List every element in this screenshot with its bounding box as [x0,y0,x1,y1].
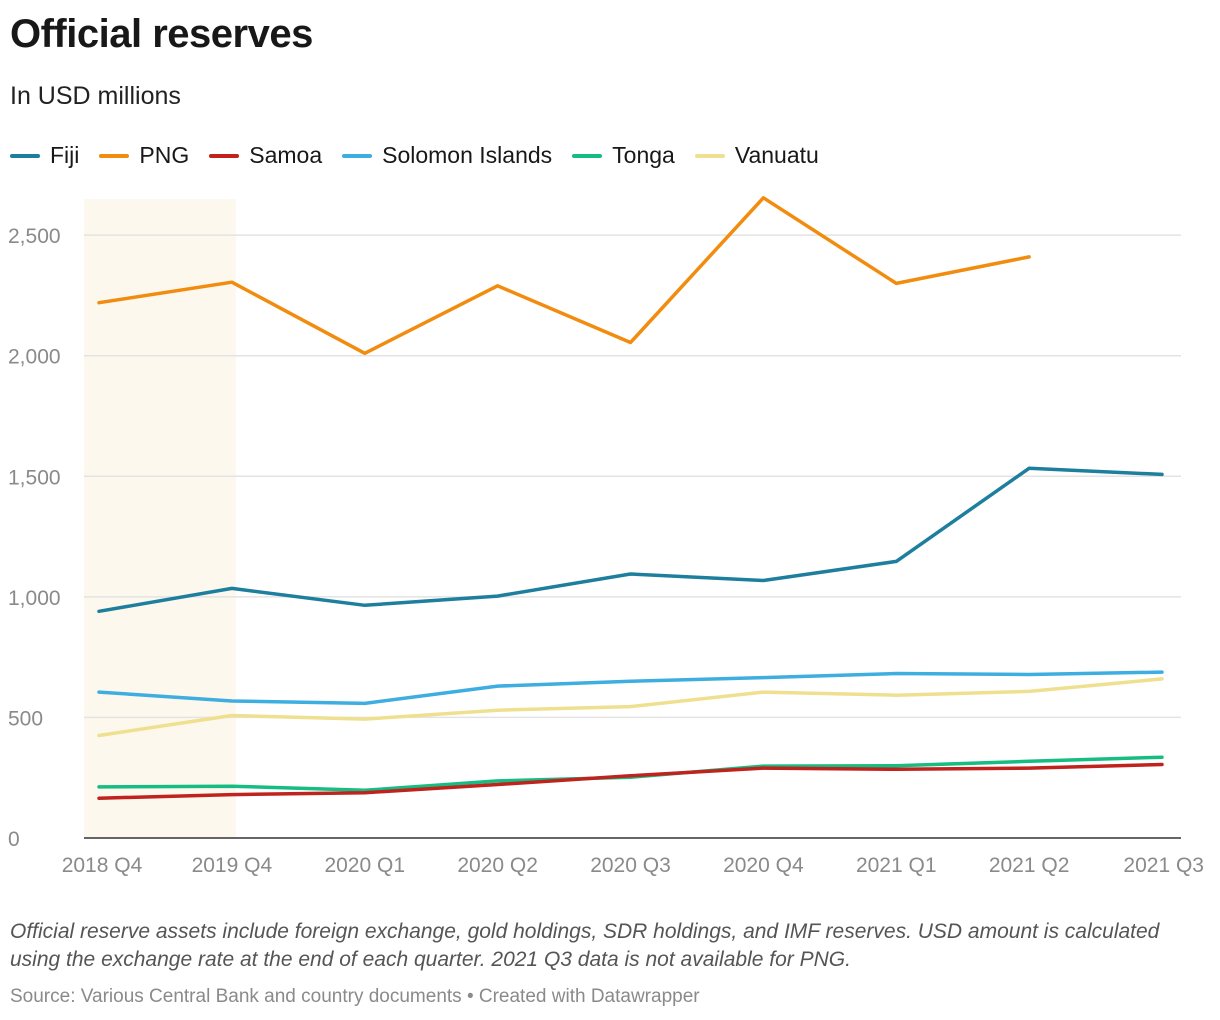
legend-swatch [342,153,373,158]
legend-label: Tonga [612,142,675,168]
y-tick-label: 1,000 [8,587,61,610]
legend-swatch [694,153,725,158]
legend-swatch [209,153,240,158]
x-tick-label: 2020 Q2 [457,854,538,877]
legend-label: PNG [139,142,190,168]
legend-item-samoa: Samoa [209,142,322,169]
legend-item-tonga: Tonga [572,142,675,169]
legend-swatch [10,153,40,158]
x-tick-label: 2018 Q4 [62,854,143,877]
x-tick-label: 2020 Q3 [590,854,671,877]
series-line-png [97,196,1031,356]
x-tick-label: 2021 Q2 [989,854,1070,877]
legend-item-solomon-islands: Solomon Islands [342,142,552,169]
x-tick-label: 2019 Q4 [192,854,273,877]
series-line-samoa [97,762,1164,800]
highlight-band [84,199,236,838]
legend-swatch [572,153,603,158]
series-line-vanuatu [97,677,1164,738]
y-tick-label: 1,500 [8,466,61,489]
series-line-tonga [97,755,1164,793]
series-line-solomon-islands [97,670,1164,706]
y-tick-label: 2,000 [8,346,61,369]
chart-source: Source: Various Central Bank and country… [10,986,700,1007]
line-chart: 0 500 1,000 1,500 2,000 2,500 2018 Q4 2019 Q4 20… [8,196,1204,877]
x-tick-label: 2020 Q4 [723,854,804,877]
legend-label: Vanuatu [734,142,819,168]
legend-item-fiji: Fiji [10,142,79,169]
y-tick-label: 0 [8,828,20,851]
legend-label: Solomon Islands [382,142,553,168]
x-tick-label: 2021 Q3 [1123,854,1204,877]
legend-label: Fiji [50,142,80,168]
chart-subtitle: In USD millions [10,82,181,110]
x-tick-label: 2020 Q1 [324,854,405,877]
legend-item-png: PNG [99,142,189,169]
legend-swatch [99,153,130,158]
legend-label: Samoa [249,142,323,168]
legend-item-vanuatu: Vanuatu [694,142,819,169]
legend: Fiji PNG Samoa Solomon Islands Tonga Vanuatu [10,142,839,169]
chart-title: Official reserves [10,12,313,56]
y-tick-label: 2,500 [8,225,61,248]
x-tick-label: 2021 Q1 [856,854,937,877]
chart-note: Official reserve assets include foreign … [10,920,1160,971]
series-line-fiji [97,466,1164,614]
y-tick-label: 500 [8,707,43,730]
